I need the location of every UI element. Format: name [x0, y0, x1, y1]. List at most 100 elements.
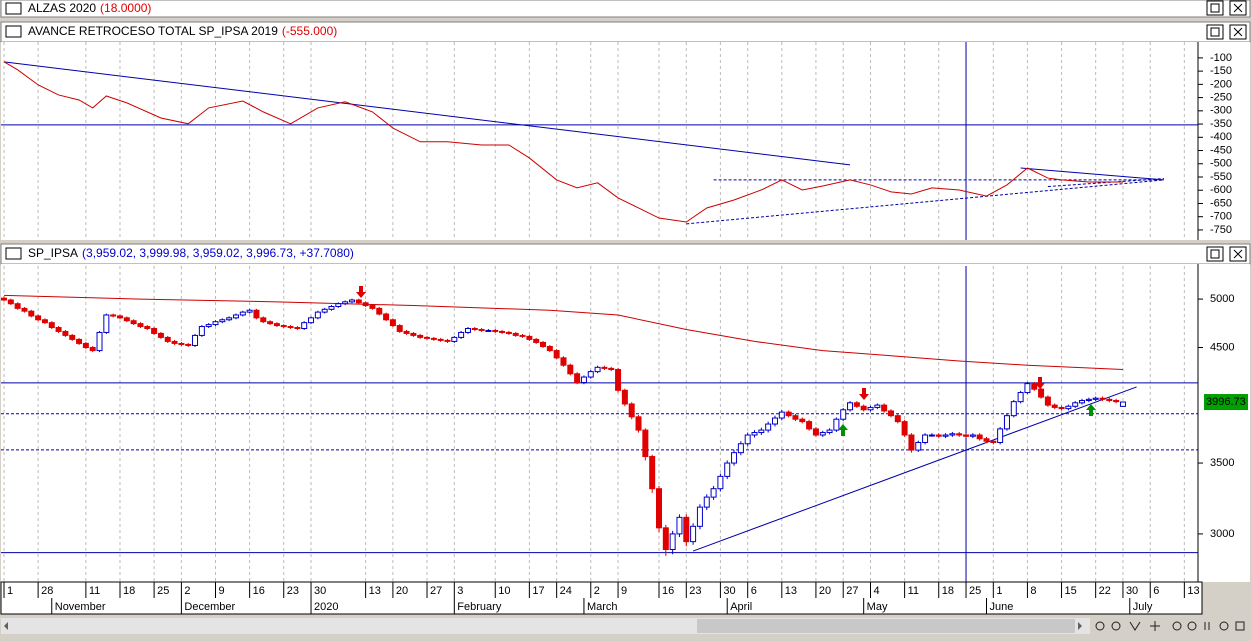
- scroll-right[interactable]: [1078, 622, 1082, 630]
- tool-icon[interactable]: [1111, 621, 1121, 631]
- x-tick-label: 18: [123, 585, 135, 597]
- candle-body: [608, 367, 615, 370]
- y-tick-label: -500: [1210, 158, 1232, 170]
- candle-body: [55, 327, 62, 332]
- pane-icon: [5, 247, 22, 260]
- y-tick-label: -550: [1210, 171, 1232, 183]
- candle-body: [130, 320, 137, 325]
- candle-body: [696, 506, 703, 527]
- x-major-label: July: [1133, 601, 1153, 613]
- x-tick-label: 27: [430, 585, 442, 597]
- candle-body: [881, 404, 888, 412]
- candle-body: [69, 334, 76, 340]
- tool-icon[interactable]: [1129, 621, 1141, 631]
- candle-body: [123, 317, 130, 322]
- candle-body: [464, 327, 471, 333]
- x-tick-label: 13: [1187, 585, 1199, 597]
- candle-body: [430, 337, 437, 340]
- candle-body: [171, 340, 178, 344]
- trend-line: [1047, 178, 1164, 188]
- candle-body: [860, 405, 867, 411]
- candle-body: [922, 434, 929, 443]
- candle-body: [355, 299, 362, 304]
- candle-body: [267, 321, 274, 325]
- candle-body: [369, 305, 376, 309]
- pane-icon: [5, 2, 22, 15]
- tool-icon[interactable]: [1172, 621, 1182, 631]
- y-tick-label: -200: [1210, 78, 1232, 90]
- candle-body: [48, 322, 55, 329]
- candle-body: [969, 434, 976, 437]
- candle-body: [1085, 398, 1092, 402]
- candle-body: [785, 411, 792, 417]
- tool-icon[interactable]: [1204, 622, 1210, 630]
- tool-icon[interactable]: [1187, 621, 1197, 631]
- line-series: [3, 61, 1123, 223]
- x-tick-label: 23: [689, 585, 701, 597]
- x-tick-label: 10: [498, 585, 510, 597]
- trend-line: [3, 61, 851, 166]
- candle-body: [778, 411, 785, 419]
- candle-body: [1010, 401, 1017, 417]
- candle-body: [28, 310, 35, 317]
- candle-body: [1058, 406, 1065, 410]
- title: SP_IPSA: [28, 246, 78, 260]
- candle-body: [799, 418, 806, 423]
- maximize-button[interactable]: [1206, 246, 1224, 262]
- candle-body: [546, 345, 553, 352]
- candle-body: [676, 516, 683, 535]
- y-tick-label: -350: [1210, 118, 1232, 130]
- candle-body: [703, 496, 710, 508]
- x-major-label: February: [457, 601, 502, 613]
- x-tick-label: 13: [369, 585, 381, 597]
- candle-body: [376, 307, 383, 315]
- candle-body: [485, 329, 492, 332]
- tool-icon[interactable]: [1150, 621, 1160, 631]
- x-tick-label: 2: [594, 585, 600, 597]
- candle-body: [580, 376, 587, 384]
- candle-body: [771, 417, 778, 425]
- candle-body: [737, 443, 744, 454]
- candle-body: [792, 415, 799, 420]
- candle-body: [62, 330, 69, 336]
- value-label: (18.0000): [100, 1, 151, 15]
- candle-body: [601, 366, 608, 369]
- tool-icon[interactable]: [1095, 621, 1105, 631]
- tool-icon[interactable]: [1235, 621, 1245, 631]
- tool-icon[interactable]: [1219, 621, 1229, 631]
- y-tick-label: 3000: [1210, 528, 1234, 540]
- scroll-thumb[interactable]: [697, 619, 1075, 633]
- candle-body: [41, 319, 48, 324]
- candle-body: [806, 421, 813, 430]
- candle-body: [901, 421, 908, 436]
- icon: [1233, 3, 1243, 13]
- candle-body: [383, 313, 390, 321]
- candle-body: [928, 434, 935, 437]
- candle-body: [560, 357, 567, 366]
- last-price-label: 3996.73: [1206, 396, 1246, 408]
- candle-body: [424, 336, 431, 339]
- x-tick-label: 16: [253, 585, 265, 597]
- candle-body: [1, 297, 7, 301]
- x-major-label: March: [587, 601, 618, 613]
- candle-body: [1092, 397, 1099, 400]
- pane-title: SP_IPSA (3,959.02, 3,999.98, 3,959.02, 3,…: [28, 246, 354, 260]
- candle-body: [867, 406, 874, 411]
- candle-body: [642, 429, 649, 458]
- candle-body: [949, 433, 956, 436]
- y-tick-label: -700: [1210, 211, 1232, 223]
- signal-arrows: [356, 286, 1096, 436]
- candle-body: [1031, 383, 1038, 390]
- pane-title: AVANCE RETROCESO TOTAL SP_IPSA 2019 (-555…: [28, 24, 337, 38]
- scroll-left[interactable]: [4, 622, 8, 630]
- candle-body: [744, 434, 751, 445]
- x-tick-label: 30: [1126, 585, 1138, 597]
- x-tick-label: 9: [621, 585, 627, 597]
- y-tick-label: -600: [1210, 184, 1232, 196]
- candle-body: [437, 338, 444, 341]
- maximize-button[interactable]: [1206, 0, 1224, 16]
- maximize-button[interactable]: [1206, 24, 1224, 40]
- candle-body: [478, 328, 485, 331]
- x-tick-label: 13: [785, 585, 797, 597]
